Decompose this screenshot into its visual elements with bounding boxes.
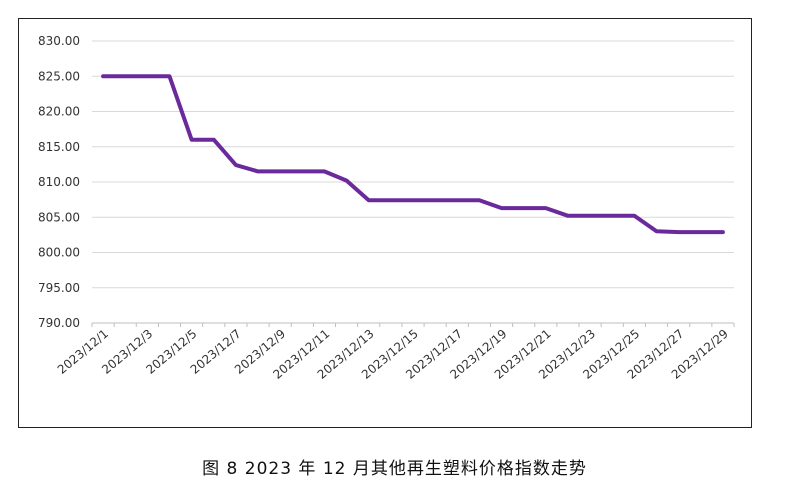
y-tick-label: 790.00 bbox=[38, 316, 80, 330]
series-line bbox=[101, 74, 725, 235]
y-tick-label: 825.00 bbox=[38, 69, 80, 83]
line-chart: 790.00 795.00 800.00 805.00 810.00 815.00 820.… bbox=[38, 34, 735, 382]
series-layer bbox=[101, 74, 725, 235]
y-tick-labels: 790.00 795.00 800.00 805.00 810.00 815.00 820.… bbox=[38, 34, 80, 330]
x-tick-labels: 2023/12/12023/12/32023/12/52023/12/72023… bbox=[55, 327, 731, 382]
figure-caption: 图 8 2023 年 12 月其他再生塑料价格指数走势 bbox=[202, 459, 587, 479]
y-tick-label: 810.00 bbox=[38, 175, 80, 189]
y-tick-label: 800.00 bbox=[38, 246, 80, 260]
y-tick-label: 795.00 bbox=[38, 281, 80, 295]
x-axis bbox=[91, 323, 735, 327]
y-tick-label: 815.00 bbox=[38, 140, 80, 154]
y-tick-label: 805.00 bbox=[38, 210, 80, 224]
y-tick-label: 830.00 bbox=[38, 34, 80, 48]
gridlines bbox=[92, 40, 734, 324]
y-tick-label: 820.00 bbox=[38, 105, 80, 119]
chart-frame: 790.00 795.00 800.00 805.00 810.00 815.00 820.… bbox=[18, 18, 752, 428]
